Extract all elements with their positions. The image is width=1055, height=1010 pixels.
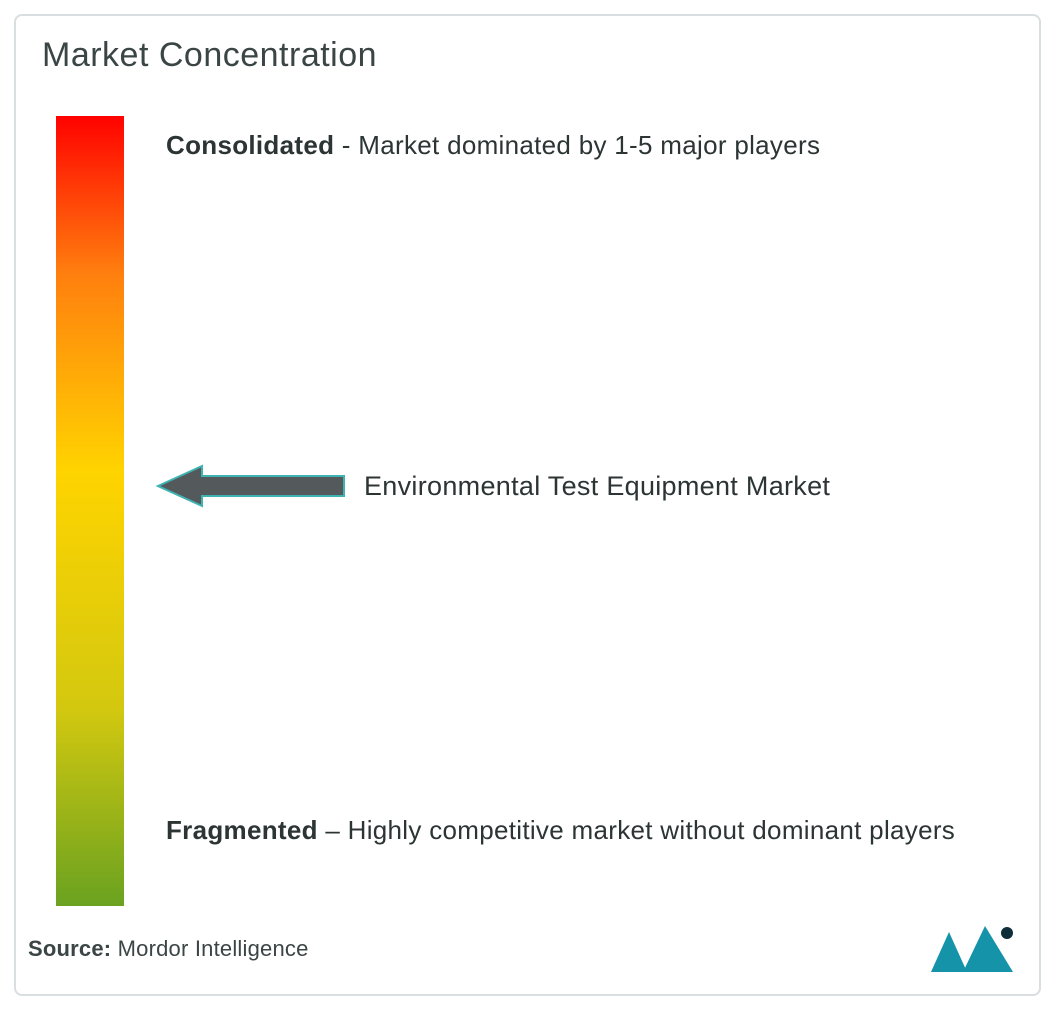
- market-name-label: Environmental Test Equipment Market: [364, 471, 830, 502]
- card-title: Market Concentration: [42, 36, 377, 75]
- source-rest: Mordor Intelligence: [118, 936, 309, 961]
- infographic-card: Market Concentration Consolidated - Mark…: [14, 14, 1041, 996]
- consolidated-label: Consolidated - Market dominated by 1-5 m…: [166, 126, 986, 165]
- concentration-gradient-bar: [56, 116, 124, 906]
- consolidated-rest: - Market dominated by 1-5 major players: [334, 130, 820, 160]
- fragmented-bold: Fragmented: [166, 815, 318, 845]
- consolidated-bold: Consolidated: [166, 130, 334, 160]
- mordor-logo-icon: [929, 922, 1017, 976]
- source-attribution: Source: Mordor Intelligence: [28, 936, 309, 962]
- arrow-left-icon: [156, 462, 346, 510]
- source-bold: Source:: [28, 936, 118, 961]
- market-marker: Environmental Test Equipment Market: [156, 462, 830, 510]
- fragmented-label: Fragmented – Highly competitive market w…: [166, 806, 986, 854]
- fragmented-rest: – Highly competitive market without domi…: [318, 815, 955, 845]
